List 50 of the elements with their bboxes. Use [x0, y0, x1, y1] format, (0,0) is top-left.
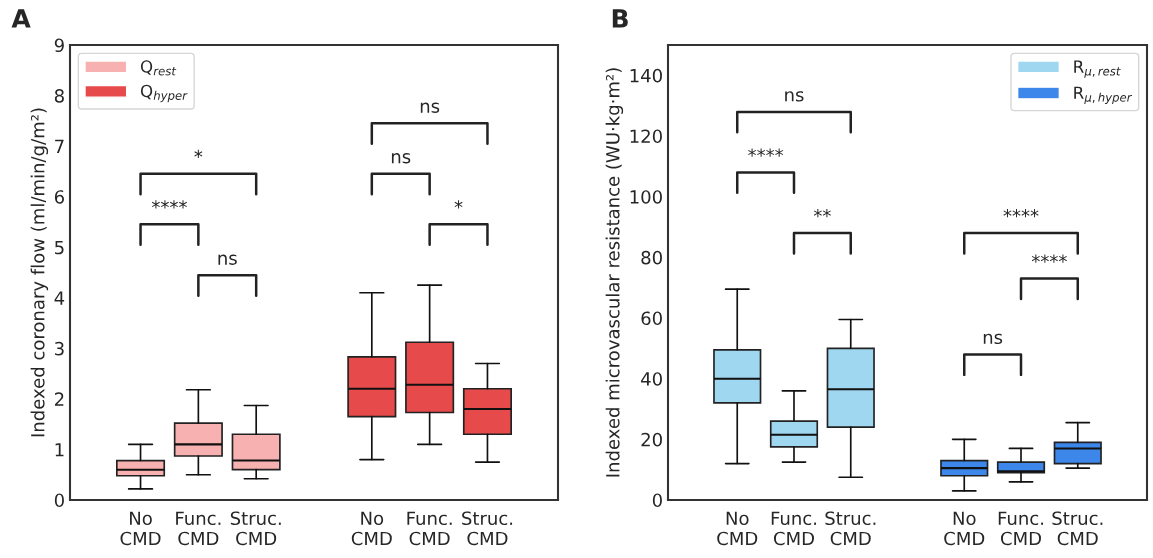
x-tick-label: Func. CMD: [998, 511, 1044, 546]
y-tick-label: 5: [55, 240, 64, 255]
annotation: ns: [785, 91, 804, 102]
annotation: ****: [151, 200, 187, 209]
x-tick-label: No CMD: [351, 511, 392, 546]
x-tick-label: Func. CMD: [176, 511, 221, 546]
y-axis-title: Indexed microvascular resistance (WU·kg·m²): [605, 68, 624, 477]
chart-title: B: [612, 9, 628, 28]
x-tick-label: Struc. CMD: [462, 511, 513, 546]
y-tick-label: 7: [55, 139, 64, 153]
annotation: ns: [218, 254, 237, 265]
legend-label: R$_{μ,rest}$: [1074, 60, 1121, 78]
annotation: ****: [1003, 208, 1039, 218]
y-tick-label: 0: [54, 493, 64, 508]
x-tick-label: Struc. CMD: [1052, 511, 1103, 546]
x-tick-label: No CMD: [120, 511, 161, 546]
annotation: *: [454, 200, 463, 209]
y-tick-label: 60: [641, 311, 662, 326]
y-tick-label: 100: [630, 190, 662, 204]
y-tick-label: 40: [641, 372, 662, 386]
x-tick-label: Struc. CMD: [825, 511, 876, 546]
y-tick-label: 9: [54, 38, 64, 53]
y-tick-label: 80: [641, 250, 662, 265]
legend-label: R$_{μ,hyper}$: [1074, 86, 1133, 104]
y-tick-label: 6: [54, 190, 64, 204]
legend-label: Q$_{rest}$: [140, 60, 177, 76]
y-tick-label: 1: [55, 443, 64, 457]
x-tick-label: No CMD: [717, 511, 758, 546]
y-tick-label: 2: [54, 392, 64, 406]
y-tick-label: 3: [55, 341, 64, 356]
annotation: ****: [748, 148, 784, 157]
y-axis-title: Indexed coronary flow (ml/min/g/m²): [30, 108, 49, 437]
legend-label: Q$_{hyper}$: [140, 84, 188, 103]
y-tick-label: 0: [652, 493, 662, 508]
x-tick-label: Struc. CMD: [230, 511, 281, 546]
x-tick-label: Func. CMD: [771, 511, 817, 546]
y-tick-label: 140: [630, 68, 662, 83]
annotation: ns: [420, 102, 440, 113]
y-tick-label: 8: [54, 89, 64, 103]
annotation: ****: [1031, 254, 1067, 263]
annotation: ns: [391, 153, 411, 164]
annotation: ns: [983, 333, 1003, 345]
y-tick-label: 4: [54, 291, 65, 305]
y-tick-label: 20: [641, 432, 662, 447]
annotation: **: [813, 208, 831, 218]
annotation: *: [194, 149, 203, 159]
y-tick-label: 120: [630, 129, 662, 144]
x-tick-label: Func. CMD: [407, 511, 452, 546]
chart-title: A: [11, 9, 31, 28]
x-tick-label: No CMD: [944, 511, 985, 546]
